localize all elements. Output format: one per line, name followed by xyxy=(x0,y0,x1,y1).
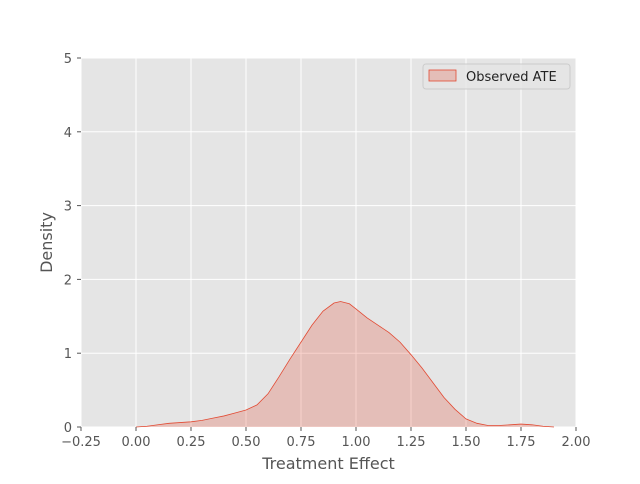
y-axis-label: Density xyxy=(37,212,56,273)
x-tick-label: 0.50 xyxy=(232,435,261,450)
x-tick-label: 1.50 xyxy=(452,435,481,450)
y-tick-label: 5 xyxy=(64,52,72,67)
series-layer xyxy=(135,301,555,428)
plot-area xyxy=(81,58,576,427)
x-tick-label: 0.00 xyxy=(122,435,151,450)
y-tick-label: 1 xyxy=(64,347,72,362)
density-area xyxy=(136,301,554,427)
x-tick-label: 1.75 xyxy=(507,435,536,450)
y-tick-label: 0 xyxy=(64,421,72,436)
legend-box xyxy=(422,63,571,90)
legend: Observed ATE xyxy=(422,63,571,90)
x-tick-label: 0.75 xyxy=(287,435,316,450)
axes: −0.25 0.00 0.25 0.50 0.75 1.00 1.25 1.50 1.75 2.0… xyxy=(61,52,590,450)
grid-lines xyxy=(80,57,577,428)
x-tick-label: 2.00 xyxy=(562,435,591,450)
density-line xyxy=(135,301,555,428)
y-tick-label: 3 xyxy=(64,200,72,215)
x-tick-label: 1.25 xyxy=(397,435,426,450)
x-tick-label: 0.25 xyxy=(177,435,206,450)
legend-label: Observed ATE xyxy=(466,70,557,85)
legend-swatch xyxy=(428,69,457,82)
x-tick-label: −0.25 xyxy=(61,435,101,450)
x-axis-label: Treatment Effect xyxy=(261,454,395,473)
y-tick-label: 4 xyxy=(64,126,72,141)
y-tick-label: 2 xyxy=(64,273,72,288)
x-tick-label: 1.00 xyxy=(342,435,371,450)
